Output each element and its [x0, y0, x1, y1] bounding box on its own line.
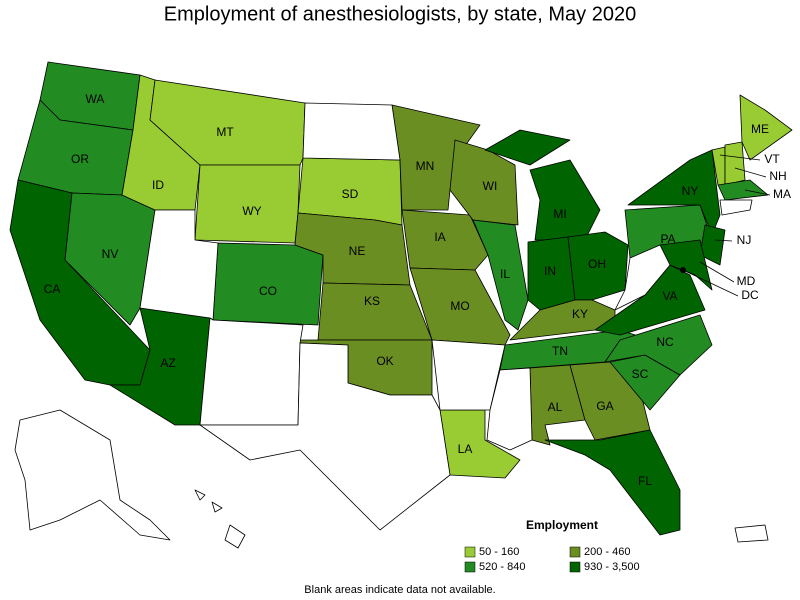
legend-label: 200 - 460: [584, 546, 630, 558]
legend-label: 50 - 160: [479, 546, 519, 558]
state-label: NJ: [737, 233, 752, 247]
legend-swatch: [569, 546, 581, 558]
state-shape: [544, 429, 681, 536]
state-label: MO: [450, 299, 469, 313]
state-label: DC: [741, 288, 759, 302]
state-label: TN: [552, 344, 568, 358]
hawaii: [194, 489, 246, 549]
state-label: SC: [632, 367, 649, 381]
state-label: GA: [596, 399, 613, 413]
legend-label: 520 - 840: [479, 561, 525, 573]
legend-title: Employment: [526, 518, 598, 532]
state-label: MA: [773, 187, 791, 201]
blank-state: [719, 199, 753, 216]
state-label: WY: [242, 204, 261, 218]
states: [9, 61, 793, 536]
legend: 50 - 160 200 - 460 520 - 840 930 - 3,500: [464, 546, 640, 573]
state-label: IA: [434, 230, 445, 244]
state-shape: [604, 314, 713, 376]
state-shape: [472, 219, 529, 331]
leader-line: [714, 239, 733, 242]
state-label: IN: [544, 264, 556, 278]
legend-label: 930 - 3,500: [584, 561, 640, 573]
state-label: SD: [342, 187, 359, 201]
state-label: OK: [376, 354, 393, 368]
state-label: OR: [71, 152, 89, 166]
state-label: NH: [769, 169, 786, 183]
state-shape: [317, 282, 433, 341]
blank-state: [614, 244, 671, 311]
leader-line: [719, 154, 761, 161]
legend-swatch: [464, 561, 476, 573]
state-label: VA: [662, 289, 677, 303]
blank-state: [302, 102, 401, 161]
state-label: ME: [751, 122, 769, 136]
state-label: OH: [588, 257, 606, 271]
leader-line: [682, 269, 739, 297]
blank-state: [486, 367, 533, 451]
blank-state: [139, 209, 219, 321]
blank-state: [199, 342, 451, 531]
map-title: Employment of anesthesiologists, by stat…: [164, 3, 636, 25]
leader-line: [699, 261, 735, 283]
state-label: IL: [500, 267, 510, 281]
state-label: WI: [483, 179, 498, 193]
state-label: AZ: [160, 356, 175, 370]
state-label: MI: [553, 207, 566, 221]
state-label: NE: [349, 244, 366, 258]
state-label: ID: [152, 178, 164, 192]
state-label: AL: [548, 400, 563, 414]
state-label: NC: [656, 335, 674, 349]
state-label: KS: [364, 294, 380, 308]
state-label: MD: [737, 274, 756, 288]
leader-line: [744, 189, 771, 196]
state-label: NV: [102, 247, 119, 261]
legend-swatch: [569, 561, 581, 573]
state-shape: [699, 224, 726, 266]
state-shape: [409, 267, 511, 346]
state-label: CO: [259, 284, 277, 298]
state-label: CA: [44, 282, 61, 296]
state-label: MN: [416, 159, 435, 173]
leader-line: [734, 167, 767, 178]
state-label: KY: [572, 307, 588, 321]
blank-state: [199, 317, 304, 426]
state-shape: [739, 94, 793, 161]
puerto-rico: [734, 524, 769, 543]
alaska: [14, 409, 171, 541]
state-shape: [627, 149, 721, 236]
state-label: NY: [682, 184, 699, 198]
state-label: PA: [660, 232, 675, 246]
state-label: LA: [458, 442, 473, 456]
state-shape: [724, 141, 746, 186]
footnote: Blank areas indicate data not available.: [304, 584, 495, 596]
state-labels: WA OR CA NV ID MT WY CO AZ SD NE KS OK MN IA MO LA WI IL MI…: [44, 92, 791, 488]
legend-swatch: [464, 546, 476, 558]
state-label: VT: [764, 152, 780, 166]
state-label: MT: [216, 125, 234, 139]
state-shape: [401, 209, 489, 271]
state-label: WA: [86, 92, 105, 106]
state-label: FL: [638, 474, 652, 488]
state-shape: [391, 104, 481, 211]
